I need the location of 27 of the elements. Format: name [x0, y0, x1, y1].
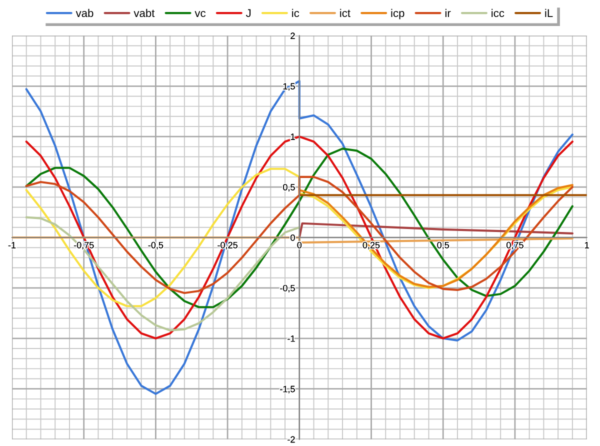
x-tick-label: 1 — [584, 242, 589, 248]
y-tick-label: 1,5 — [283, 83, 295, 91]
legend-label: vc — [194, 10, 206, 18]
x-tick-label: -1 — [8, 242, 16, 248]
y-tick-label: 2 — [290, 32, 295, 39]
legend-label: icp — [391, 8, 404, 20]
y-tick-label: -0,5 — [280, 284, 295, 292]
line-series — [298, 184, 574, 288]
y-tick-label: -2 — [288, 436, 295, 443]
line-series — [25, 216, 300, 332]
legend-label: J — [246, 9, 251, 18]
legend-label: vabt — [134, 8, 155, 18]
x-tick-label: 0,5 — [437, 242, 449, 250]
x-tick-label: 0 — [297, 242, 302, 248]
line-series — [298, 222, 574, 239]
legend-label: icc — [492, 8, 504, 18]
x-tick-label: -0,5 — [148, 242, 164, 250]
legend-label: ict — [340, 8, 350, 18]
legend-label: ic — [292, 8, 300, 18]
legend-label: vab — [76, 8, 94, 18]
legend-label: ir — [445, 8, 451, 17]
y-tick-label: 0,5 — [283, 184, 295, 192]
y-tick-label: -1 — [288, 335, 295, 342]
legend-label: iL — [545, 8, 553, 17]
y-tick-label: 0 — [290, 234, 295, 241]
y-tick-label: -1,5 — [280, 386, 295, 394]
line-series — [25, 80, 574, 395]
